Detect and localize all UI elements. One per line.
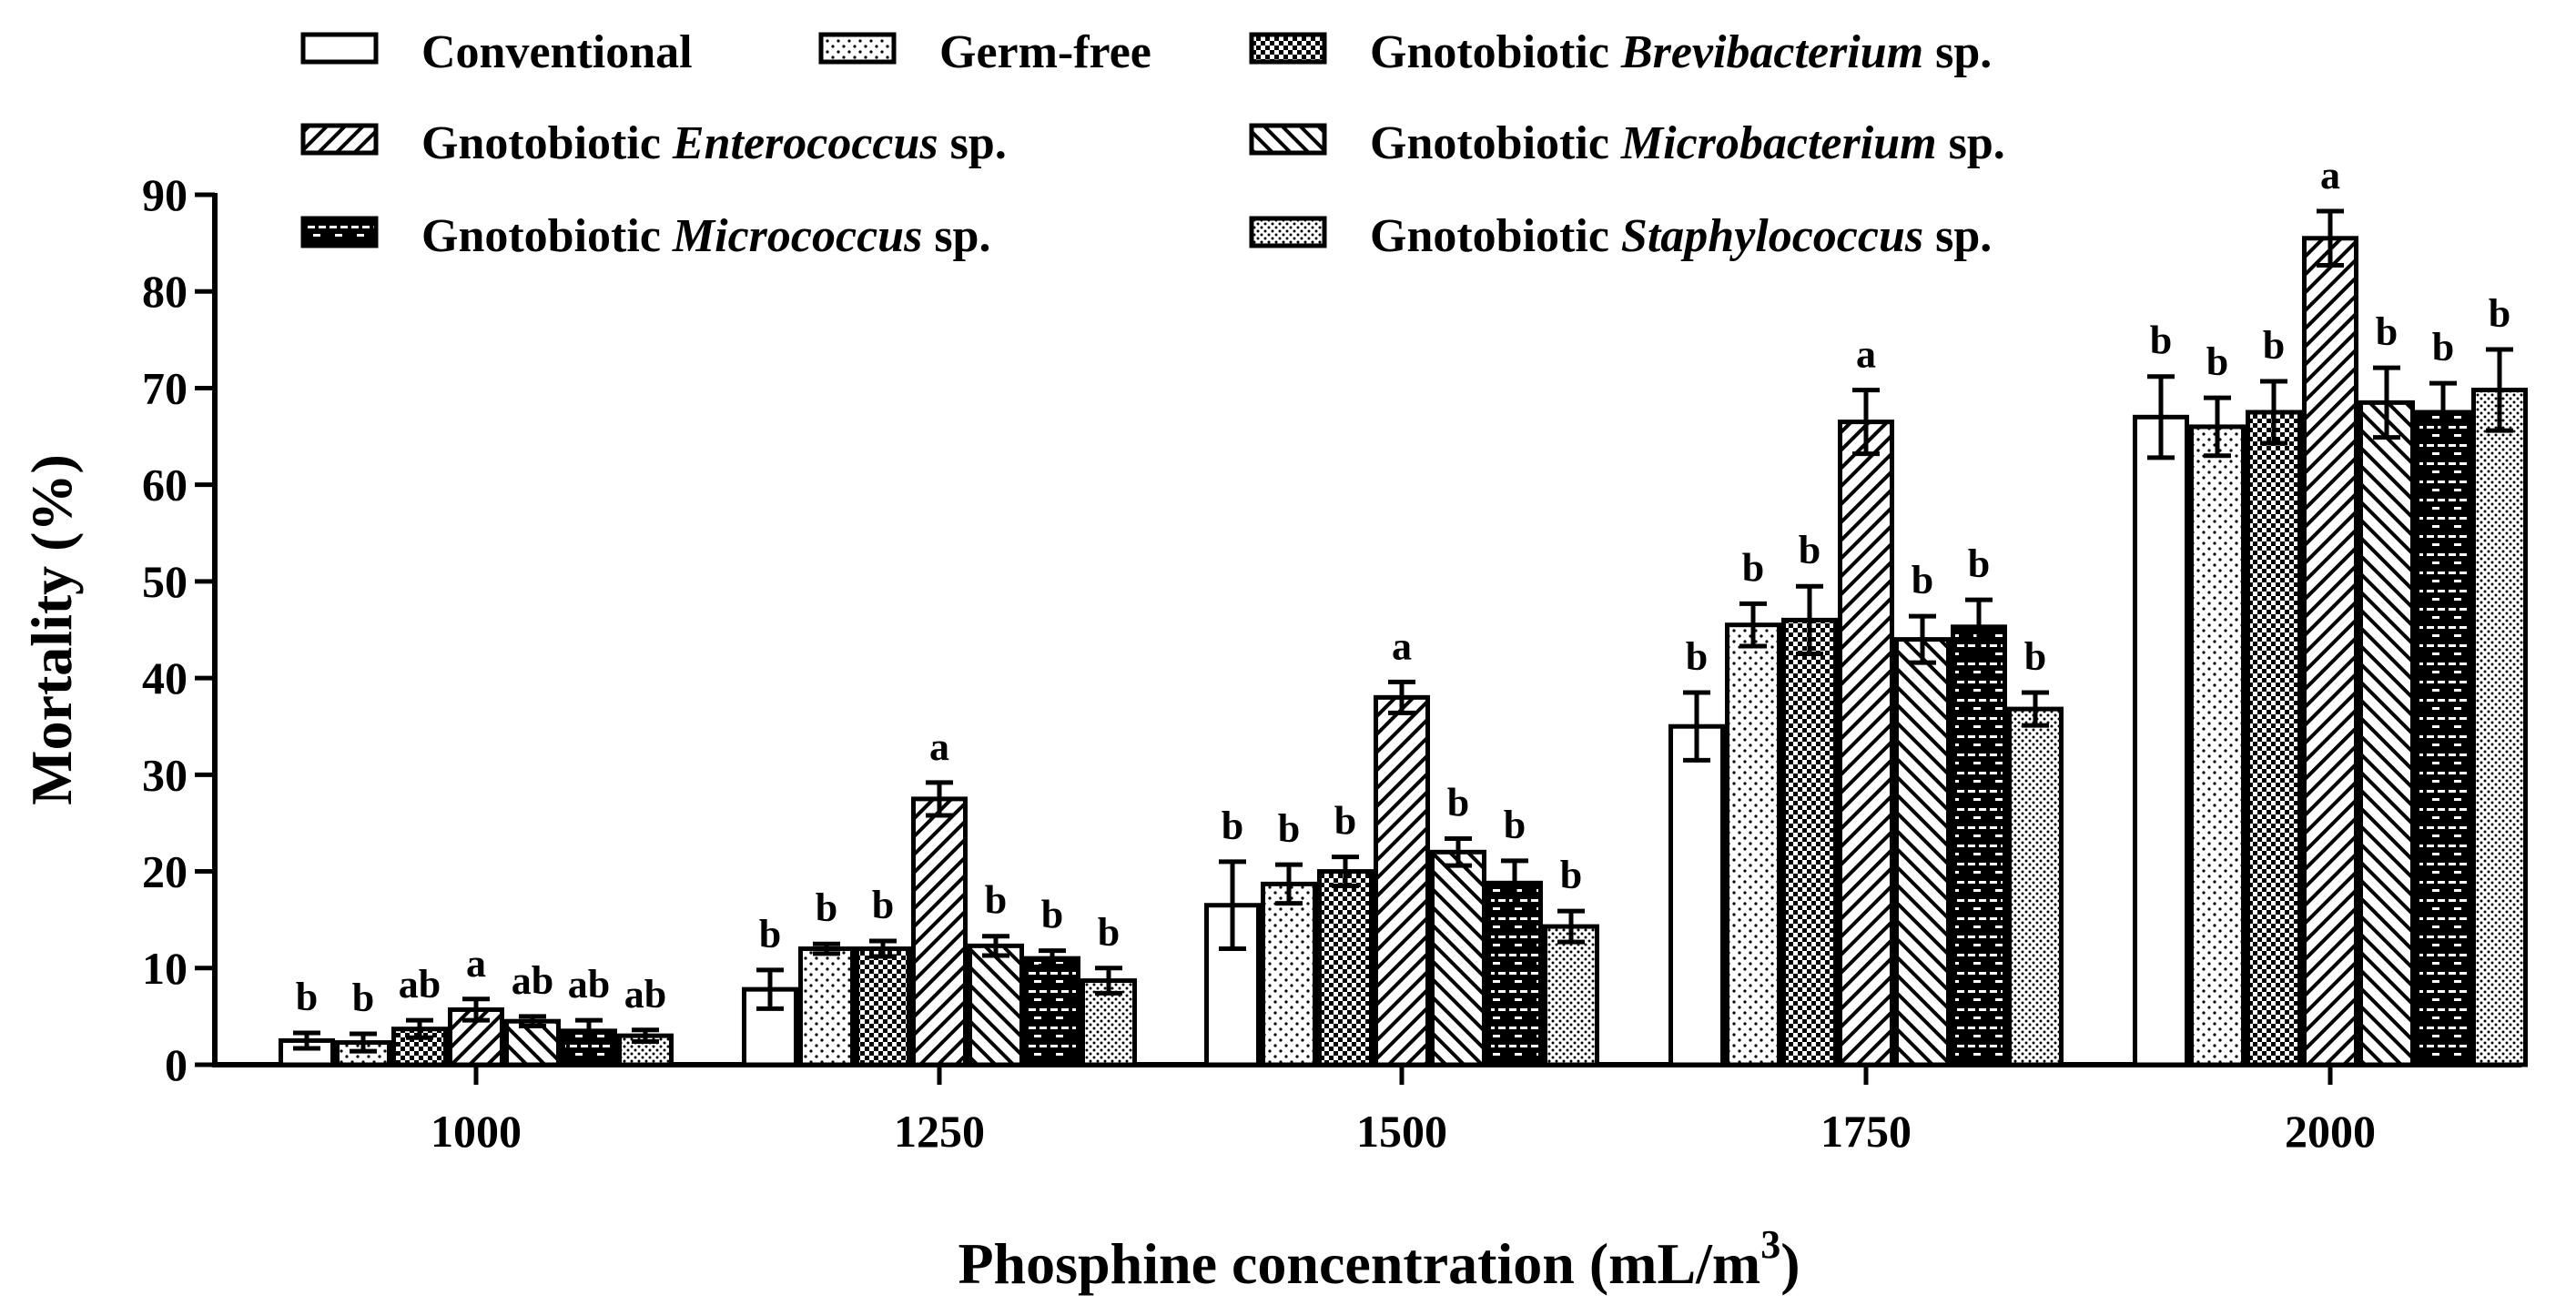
bar	[1668, 723, 1725, 1067]
significance-letter: b	[816, 885, 837, 930]
significance-letter: b	[2489, 291, 2510, 336]
legend-swatch	[1249, 216, 1327, 248]
significance-letter: b	[352, 976, 374, 1020]
bar	[2302, 236, 2358, 1067]
x-tick-label: 1750	[1820, 1106, 1912, 1157]
significance-letter: b	[2150, 319, 2172, 363]
legend-swatch	[818, 32, 897, 65]
y-tick-label: 80	[142, 266, 188, 317]
significance-letter: a	[1856, 332, 1876, 377]
significance-letter: b	[1968, 541, 1990, 586]
legend-label: Gnotobiotic Enterococcus sp.	[421, 117, 1007, 169]
significance-letter: b	[2432, 325, 2454, 369]
bar	[2415, 410, 2471, 1067]
significance-letter: b	[985, 878, 1007, 923]
legend-label: Gnotobiotic Brevibacterium sp.	[1370, 26, 1992, 78]
bar	[1486, 880, 1543, 1067]
legend-swatch	[300, 216, 379, 248]
significance-letter: ab	[568, 962, 610, 1006]
legend-swatch	[300, 123, 379, 156]
y-tick-label: 30	[142, 749, 188, 800]
legend-swatch	[1249, 32, 1327, 65]
bar	[1725, 622, 1781, 1067]
significance-letter: b	[1041, 893, 1063, 937]
y-tick-label: 20	[142, 846, 188, 897]
significance-letter: a	[929, 724, 949, 769]
significance-letter: ab	[399, 962, 441, 1006]
bar	[855, 946, 911, 1067]
bar	[1317, 869, 1374, 1067]
bar	[911, 796, 968, 1067]
x-tick-label: 1250	[894, 1106, 985, 1157]
bar	[2007, 706, 2064, 1067]
bar	[1894, 637, 1951, 1067]
bar	[2189, 424, 2246, 1067]
legend: Conventional Germ-free Gnotobiotic Breviba…	[300, 26, 2005, 262]
significance-letter: ab	[512, 958, 553, 1003]
x-tick-label: 2000	[2285, 1106, 2376, 1157]
significance-letter: b	[1504, 803, 1526, 847]
significance-letter: b	[1447, 780, 1469, 824]
significance-letter: b	[1098, 910, 1120, 955]
significance-letter: b	[2263, 323, 2285, 368]
significance-letter: b	[2206, 339, 2228, 384]
x-tick-label: 1000	[431, 1106, 522, 1157]
y-tick-label: 50	[142, 556, 188, 607]
significance-letter: b	[1912, 558, 1933, 602]
bar	[1543, 924, 1599, 1067]
x-tick-label: 1500	[1356, 1106, 1447, 1157]
y-tick-label: 60	[142, 460, 188, 511]
significance-letter: ab	[624, 972, 666, 1017]
legend-swatch	[300, 32, 379, 65]
bar	[561, 1028, 617, 1067]
legend-label: Gnotobiotic Microbacterium sp.	[1370, 117, 2005, 169]
bar	[1430, 849, 1486, 1067]
significance-letter: a	[1392, 623, 1412, 668]
y-tick-label: 40	[142, 652, 188, 703]
y-tick-label: 0	[165, 1039, 188, 1090]
axis-labels: Mortality (%) Phosphine concentration (mL…	[19, 454, 1800, 1296]
bar	[968, 943, 1024, 1067]
significance-letter: a	[2320, 153, 2340, 197]
bar	[1024, 956, 1080, 1067]
legend-swatch	[1249, 123, 1327, 156]
significance-letter: b	[1278, 806, 1300, 851]
significance-letter: b	[759, 912, 781, 956]
significance-letter: b	[296, 975, 318, 1019]
bar	[2246, 410, 2302, 1067]
x-axis-title: Phosphine concentration (mL/m3)	[958, 1222, 1800, 1296]
y-tick-label: 70	[142, 362, 188, 413]
bar	[2133, 414, 2189, 1067]
significance-letter: b	[872, 883, 894, 927]
y-tick-label: 10	[142, 943, 188, 994]
bar	[1374, 694, 1430, 1067]
bar	[1781, 617, 1838, 1067]
bar	[1838, 420, 1894, 1067]
significance-letter: b	[1222, 804, 1243, 848]
significance-letter: b	[1560, 853, 1582, 897]
significance-letter: b	[1799, 528, 1820, 572]
legend-label: Germ-free	[939, 26, 1151, 78]
bar	[2471, 388, 2528, 1067]
bar	[2358, 400, 2415, 1067]
bar	[1261, 881, 1317, 1067]
significance-letter: b	[2376, 309, 2398, 354]
legend-label: Gnotobiotic Staphylococcus sp.	[1370, 210, 1992, 262]
significance-letter: b	[2024, 634, 2046, 679]
legend-label: Conventional	[421, 26, 693, 78]
y-axis-title: Mortality (%)	[19, 454, 84, 805]
bar	[1951, 624, 2007, 1067]
significance-letter: b	[1686, 634, 1708, 679]
y-tick-label: 90	[142, 169, 188, 220]
legend-label: Gnotobiotic Micrococcus sp.	[421, 210, 990, 262]
significance-letter: b	[1742, 545, 1764, 590]
bar	[448, 1006, 504, 1067]
significance-letter: b	[1334, 799, 1356, 844]
bar	[798, 946, 855, 1067]
significance-letter: a	[466, 941, 486, 986]
